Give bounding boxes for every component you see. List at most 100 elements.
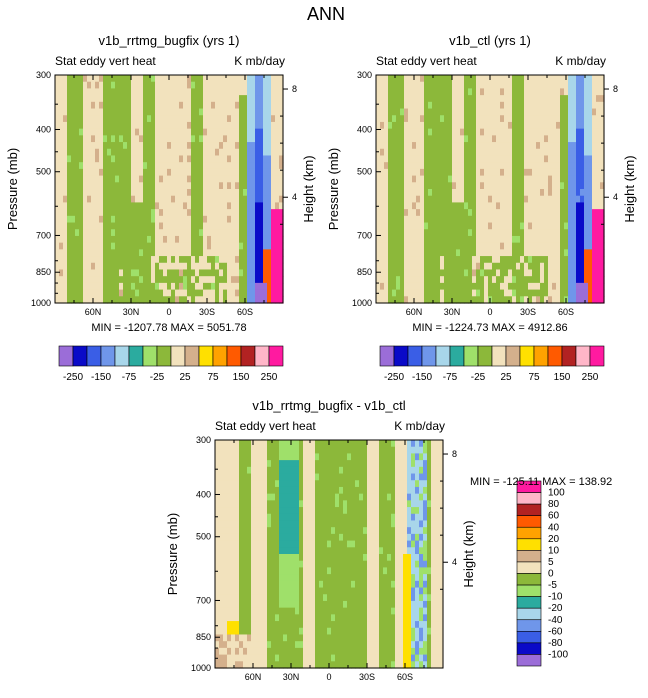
contour-cell xyxy=(155,243,160,250)
contour-cell xyxy=(243,641,248,648)
contour-cell xyxy=(548,236,553,243)
contour-cell xyxy=(436,95,441,102)
contour-cell xyxy=(271,223,276,230)
contour-cell xyxy=(143,202,148,209)
contour-cell xyxy=(87,249,92,256)
contour-cell xyxy=(211,243,216,250)
contour-cell xyxy=(119,263,124,270)
contour-cell xyxy=(175,283,180,290)
contour-cell xyxy=(175,115,180,122)
contour-cell xyxy=(564,155,569,162)
contour-cell xyxy=(271,500,276,507)
contour-cell xyxy=(540,115,545,122)
contour-cell xyxy=(231,142,236,149)
contour-cell xyxy=(464,249,469,256)
contour-cell xyxy=(303,507,308,514)
contour-cell xyxy=(504,290,509,297)
contour-cell xyxy=(520,236,525,243)
contour-cell xyxy=(392,122,397,129)
y-right-tick-label: 4 xyxy=(292,192,297,202)
contour-cell xyxy=(123,256,128,263)
contour-cell xyxy=(151,122,156,129)
contour-cell xyxy=(275,601,280,608)
contour-cell xyxy=(199,149,204,156)
contour-cell xyxy=(243,95,248,102)
contour-cell xyxy=(231,176,236,183)
contour-cell xyxy=(251,109,256,116)
contour-cell xyxy=(223,196,228,203)
contour-cell xyxy=(103,216,108,223)
contour-cell xyxy=(235,102,240,109)
contour-cell xyxy=(267,554,272,561)
contour-cell xyxy=(568,162,573,169)
contour-cell xyxy=(187,129,192,136)
contour-cell xyxy=(544,149,549,156)
contour-cell xyxy=(295,487,300,494)
contour-cell xyxy=(299,447,304,454)
contour-cell xyxy=(235,135,240,142)
contour-cell xyxy=(171,88,176,95)
contour-cell xyxy=(259,102,264,109)
contour-cell xyxy=(251,249,256,256)
contour-cell xyxy=(524,88,529,95)
contour-cell xyxy=(243,547,248,554)
contour-cell xyxy=(79,189,84,196)
contour-cell xyxy=(460,129,465,136)
contour-cell xyxy=(568,102,573,109)
contour-cell xyxy=(255,480,260,487)
contour-cell xyxy=(119,236,124,243)
contour-cell xyxy=(295,527,300,534)
contour-cell xyxy=(291,447,296,454)
contour-cell xyxy=(572,155,577,162)
contour-cell xyxy=(219,229,224,236)
contour-cell xyxy=(396,202,401,209)
contour-cell xyxy=(263,82,268,89)
contour-cell xyxy=(215,453,220,460)
contour-cell xyxy=(303,581,308,588)
contour-cell xyxy=(508,290,513,297)
contour-cell xyxy=(179,236,184,243)
contour-cell xyxy=(271,588,276,595)
contour-cell xyxy=(596,243,601,250)
contour-cell xyxy=(287,467,292,474)
contour-cell xyxy=(584,236,589,243)
contour-cell xyxy=(255,460,260,467)
contour-cell xyxy=(596,276,601,283)
contour-cell xyxy=(75,82,80,89)
contour-cell xyxy=(99,229,104,236)
contour-cell xyxy=(500,276,505,283)
contour-cell xyxy=(235,236,240,243)
contour-cell xyxy=(392,142,397,149)
contour-cell xyxy=(596,216,601,223)
contour-cell xyxy=(323,474,328,481)
contour-cell xyxy=(111,189,116,196)
contour-cell xyxy=(183,75,188,82)
contour-cell xyxy=(215,249,220,256)
contour-cell xyxy=(127,102,132,109)
contour-cell xyxy=(512,209,517,216)
contour-cell xyxy=(83,122,88,129)
contour-cell xyxy=(592,135,597,142)
contour-cell xyxy=(544,129,549,136)
contour-cell xyxy=(319,527,324,534)
contour-cell xyxy=(404,243,409,250)
contour-cell xyxy=(488,149,493,156)
contour-cell xyxy=(540,276,545,283)
contour-cell xyxy=(199,155,204,162)
contour-cell xyxy=(396,249,401,256)
contour-cell xyxy=(91,176,96,183)
contour-cell xyxy=(315,581,320,588)
contour-cell xyxy=(576,209,581,216)
contour-cell xyxy=(239,135,244,142)
contour-cell xyxy=(504,155,509,162)
contour-cell xyxy=(239,561,244,568)
contour-cell xyxy=(67,276,72,283)
contour-cell xyxy=(183,216,188,223)
contour-cell xyxy=(63,162,68,169)
contour-cell xyxy=(307,608,312,615)
contour-cell xyxy=(512,283,517,290)
contour-cell xyxy=(323,514,328,521)
contour-cell xyxy=(396,162,401,169)
contour-cell xyxy=(59,223,64,230)
contour-cell xyxy=(488,256,493,263)
